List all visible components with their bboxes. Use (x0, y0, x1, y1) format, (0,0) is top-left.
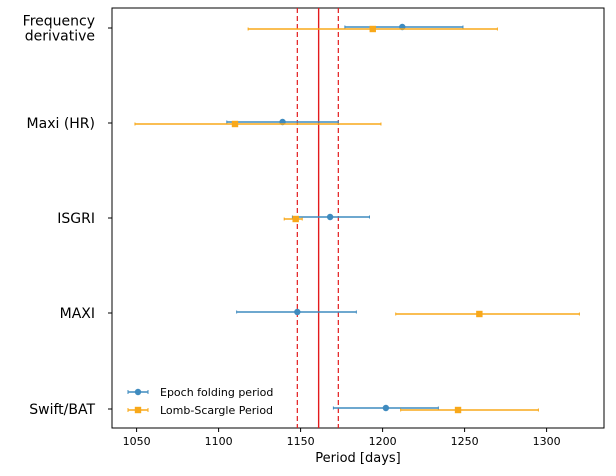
legend-label: Lomb-Scargle Period (160, 404, 273, 417)
data-point (294, 308, 301, 316)
y-tick-label-4: Swift/BAT (29, 402, 95, 418)
legend-item-0: Epoch folding period (127, 386, 273, 399)
x-ticks: 1050 1100 1150 1200 1250 1300 (123, 428, 561, 448)
y-tick-label-line: Frequency (23, 14, 95, 30)
x-tick-label-0: 1050 (123, 435, 151, 448)
y-tick-label-line: derivative (25, 29, 95, 45)
y-tick-label-line: MAXI (60, 306, 95, 322)
y-tick-label-3: MAXI (60, 306, 95, 322)
y-tick-label-0: Frequency derivative (23, 14, 95, 45)
series-0 (226, 23, 464, 412)
data-point (326, 213, 334, 221)
x-axis-title: Period [days] (315, 451, 401, 466)
x-tick-label-2: 1150 (287, 435, 315, 448)
data-point (454, 406, 462, 414)
y-tick-label-line: Maxi (HR) (27, 116, 95, 132)
data-point (231, 120, 239, 128)
y-tick-labels: Frequency derivative Maxi (HR) ISGRI MAXI Swi… (23, 14, 112, 418)
legend: Epoch folding period Lomb-Scargle Period (127, 386, 273, 417)
x-tick-label-5: 1300 (533, 435, 561, 448)
y-tick-label-line: Swift/BAT (29, 402, 95, 418)
legend-marker (134, 406, 142, 414)
y-tick-label-1: Maxi (HR) (27, 116, 95, 132)
legend-marker (134, 388, 142, 396)
x-tick-label-3: 1200 (369, 435, 397, 448)
plot-frame (111, 7, 605, 429)
series-layer (134, 23, 580, 414)
y-tick-label-2: ISGRI (57, 211, 95, 227)
data-point (382, 404, 390, 412)
legend-label: Epoch folding period (160, 386, 273, 399)
x-tick-label-4: 1250 (451, 435, 479, 448)
data-point (369, 25, 376, 33)
data-point (476, 310, 483, 318)
y-tick-label-line: ISGRI (57, 211, 95, 227)
x-tick-label-1: 1100 (205, 435, 233, 448)
legend-item-1: Lomb-Scargle Period (127, 404, 273, 417)
data-point (292, 215, 299, 223)
series-1 (134, 25, 580, 414)
